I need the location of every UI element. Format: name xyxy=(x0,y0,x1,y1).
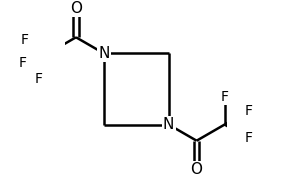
Text: F: F xyxy=(244,131,252,145)
Text: O: O xyxy=(191,162,203,177)
Text: F: F xyxy=(18,56,26,70)
Text: F: F xyxy=(20,33,28,47)
Text: N: N xyxy=(163,117,174,132)
Text: N: N xyxy=(98,46,110,61)
Text: O: O xyxy=(70,1,82,16)
Text: F: F xyxy=(34,72,43,86)
Text: F: F xyxy=(244,104,252,118)
Text: F: F xyxy=(221,90,229,104)
